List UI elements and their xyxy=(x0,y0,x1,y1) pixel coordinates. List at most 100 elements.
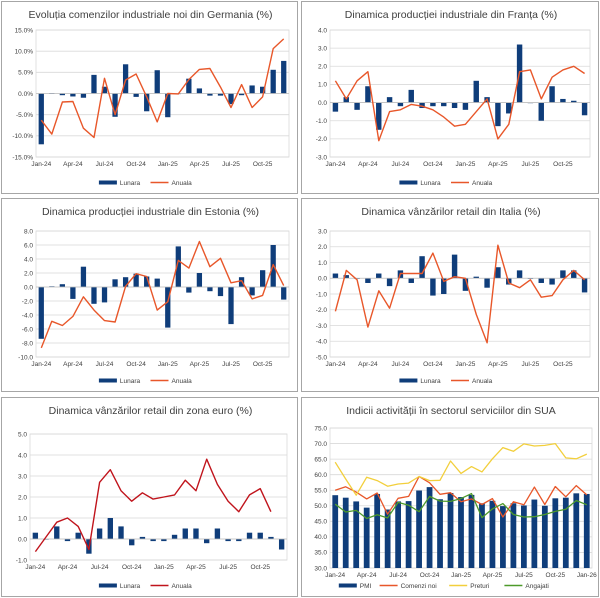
x-tick-label: Apr-25 xyxy=(186,564,206,571)
legend-label: Angajati xyxy=(525,583,549,590)
x-tick-label: Oct-24 xyxy=(122,564,142,571)
bar-lunara xyxy=(96,528,103,539)
bar-lunara xyxy=(571,100,577,103)
bar-lunara xyxy=(281,60,287,94)
bar-lunara xyxy=(70,287,76,299)
y-tick-label: 3.0 xyxy=(318,228,327,235)
legend-item: Lunara xyxy=(98,378,141,385)
x-tick-label: Apr-25 xyxy=(483,572,503,579)
y-tick-label: -2.0 xyxy=(316,136,328,143)
legend-item: Anuala xyxy=(150,583,193,590)
y-tick-label: 2.0 xyxy=(24,270,33,277)
bar-lunara xyxy=(473,80,479,103)
y-tick-label: 50.0 xyxy=(314,503,327,510)
bar-pmi xyxy=(426,487,433,568)
bar-lunara xyxy=(228,287,234,325)
bar-lunara xyxy=(144,93,150,112)
bar-lunara xyxy=(365,86,371,103)
x-tick-label: Jan-24 xyxy=(325,572,345,579)
y-tick-label: 2.0 xyxy=(318,244,327,251)
x-tick-label: Jan-26 xyxy=(577,572,597,579)
line-comenzi-noi xyxy=(334,475,588,518)
bar-pmi xyxy=(437,499,443,568)
bar-lunara xyxy=(238,277,245,287)
y-tick-label: 15.0% xyxy=(15,27,34,34)
bar-lunara xyxy=(278,539,285,550)
bar-pmi xyxy=(458,497,464,568)
legend-item: PMI xyxy=(338,583,372,590)
bar-lunara xyxy=(246,532,253,539)
y-tick-label: 4.0 xyxy=(18,452,27,459)
bar-pmi xyxy=(384,509,391,568)
legend-item: Angajati xyxy=(504,583,549,590)
bar-lunara xyxy=(214,528,221,539)
x-tick-label: Jan-24 xyxy=(325,161,345,168)
x-tick-label: Apr-25 xyxy=(190,361,210,368)
chart-eurozone: Dinamica vânzărilor retail din zona euro… xyxy=(16,405,288,590)
bar-lunara xyxy=(75,532,81,539)
bar-lunara xyxy=(549,278,555,285)
y-tick-label: 0.0 xyxy=(318,100,327,107)
bar-lunara xyxy=(270,69,276,94)
bar-lunara xyxy=(196,273,203,287)
bar-lunara xyxy=(122,277,129,287)
bar-lunara xyxy=(101,86,108,94)
bar-lunara xyxy=(441,278,447,294)
bar-pmi xyxy=(363,507,370,568)
bar-lunara xyxy=(204,539,210,544)
x-tick-label: Oct-24 xyxy=(423,361,443,368)
chart-title: Dinamica producției industriale din Fran… xyxy=(345,9,557,21)
chart-title: Dinamica vânzărilor retail din zona euro… xyxy=(49,405,253,417)
chart-title: Evoluția comenzilor industriale noi din … xyxy=(29,9,273,21)
bar-lunara xyxy=(473,276,479,279)
x-tick-label: Jan-25 xyxy=(455,161,475,168)
bar-lunara xyxy=(430,102,436,107)
legend-label: Anuala xyxy=(172,583,193,590)
bar-lunara xyxy=(376,273,382,279)
bar-lunara xyxy=(249,85,255,94)
bar-lunara xyxy=(397,102,404,107)
bar-lunara xyxy=(64,539,71,542)
x-tick-label: Jul-25 xyxy=(222,161,240,168)
bar-lunara xyxy=(175,246,181,287)
chart-usa: Indicii activității în sectorul servicii… xyxy=(314,405,597,590)
bar-pmi xyxy=(342,497,349,568)
bar-lunara xyxy=(129,539,135,546)
bar-lunara xyxy=(581,278,588,293)
y-tick-label: 0.0 xyxy=(18,536,27,543)
bar-pmi xyxy=(479,503,485,568)
legend-item: Preturi xyxy=(449,583,489,590)
bar-lunara xyxy=(32,532,39,539)
plot-area xyxy=(29,433,288,561)
bar-lunara xyxy=(376,102,382,130)
x-tick-label: Oct-25 xyxy=(546,572,566,579)
x-tick-label: Jul-24 xyxy=(96,161,114,168)
x-tick-label: Apr-24 xyxy=(63,361,83,368)
chart-panel-usa: Indicii activității în sectorul servicii… xyxy=(301,397,599,597)
bar-lunara xyxy=(196,88,203,94)
bar-lunara xyxy=(538,278,544,283)
y-tick-label: -4.0 xyxy=(22,312,34,319)
bar-pmi xyxy=(468,494,475,568)
line-preturi xyxy=(334,442,588,496)
y-tick-label: 2.0 xyxy=(318,64,327,71)
y-tick-label: 75.0 xyxy=(314,425,327,432)
y-tick-label: 1.0 xyxy=(318,260,327,267)
y-tick-label: 0.0% xyxy=(18,91,33,98)
y-tick-label: -2.0 xyxy=(22,298,34,305)
y-tick-label: 70.0 xyxy=(314,441,327,448)
bar-lunara xyxy=(165,287,171,328)
bar-lunara xyxy=(80,93,87,98)
chart-title: Dinamica vânzărilor retail din Italia (%… xyxy=(361,206,540,218)
bar-pmi xyxy=(353,501,360,568)
bar-lunara xyxy=(186,287,192,293)
bar-lunara xyxy=(343,97,349,103)
bar-lunara xyxy=(386,278,393,287)
chart-panel-eurozone: Dinamica vânzărilor retail din zona euro… xyxy=(1,397,298,597)
bar-lunara xyxy=(484,278,490,288)
legend-label: Lunara xyxy=(420,378,441,385)
bar-lunara xyxy=(107,518,113,539)
bar-lunara xyxy=(560,98,566,103)
y-tick-label: -1.0 xyxy=(16,557,28,564)
y-tick-label: 8.0 xyxy=(24,228,33,235)
